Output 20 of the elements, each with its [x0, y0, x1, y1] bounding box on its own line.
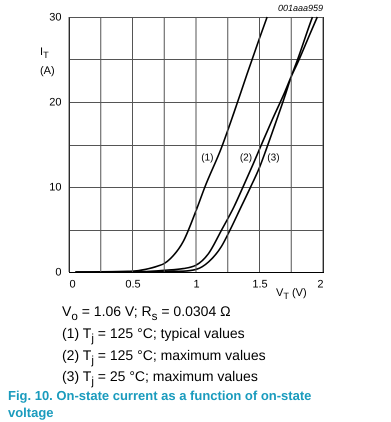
x-axis-title: V$_{T}$ (V) — [276, 287, 307, 302]
x-tick-label: 0.5 — [125, 278, 141, 290]
text: 001aaa959 — [278, 3, 323, 13]
text: (3) T$_{j}$ = 25 °C; maximum values — [62, 368, 258, 388]
series-label: (1) — [201, 152, 214, 164]
series-label: (2) — [240, 152, 252, 164]
x-tick-label: 0 — [70, 278, 76, 290]
text: V$_{o}$ = 1.06 V; R$_{s}$ = 0.0304 Ω — [62, 303, 232, 325]
y-tick-label: 20 — [49, 96, 62, 108]
text: (1) T$_{j}$ = 125 °C; typical values — [62, 324, 246, 347]
text: (2) T$_{j}$ = 125 °C; maximum values — [62, 346, 266, 368]
y-tick-label: 10 — [49, 182, 62, 194]
x-tick-label: 1.5 — [252, 278, 268, 290]
y-tick-label: 0 — [55, 266, 62, 278]
x-tick-label: 2 — [317, 278, 324, 290]
series-label: (3) — [267, 152, 280, 164]
y-tick-label: 30 — [49, 12, 62, 24]
text: Fig. 10. On-state current as a function of on-state voltage — [8, 388, 312, 421]
x-tick-label: 1 — [193, 278, 200, 290]
y-axis-title: I$_{T}$ (A) — [40, 45, 56, 80]
